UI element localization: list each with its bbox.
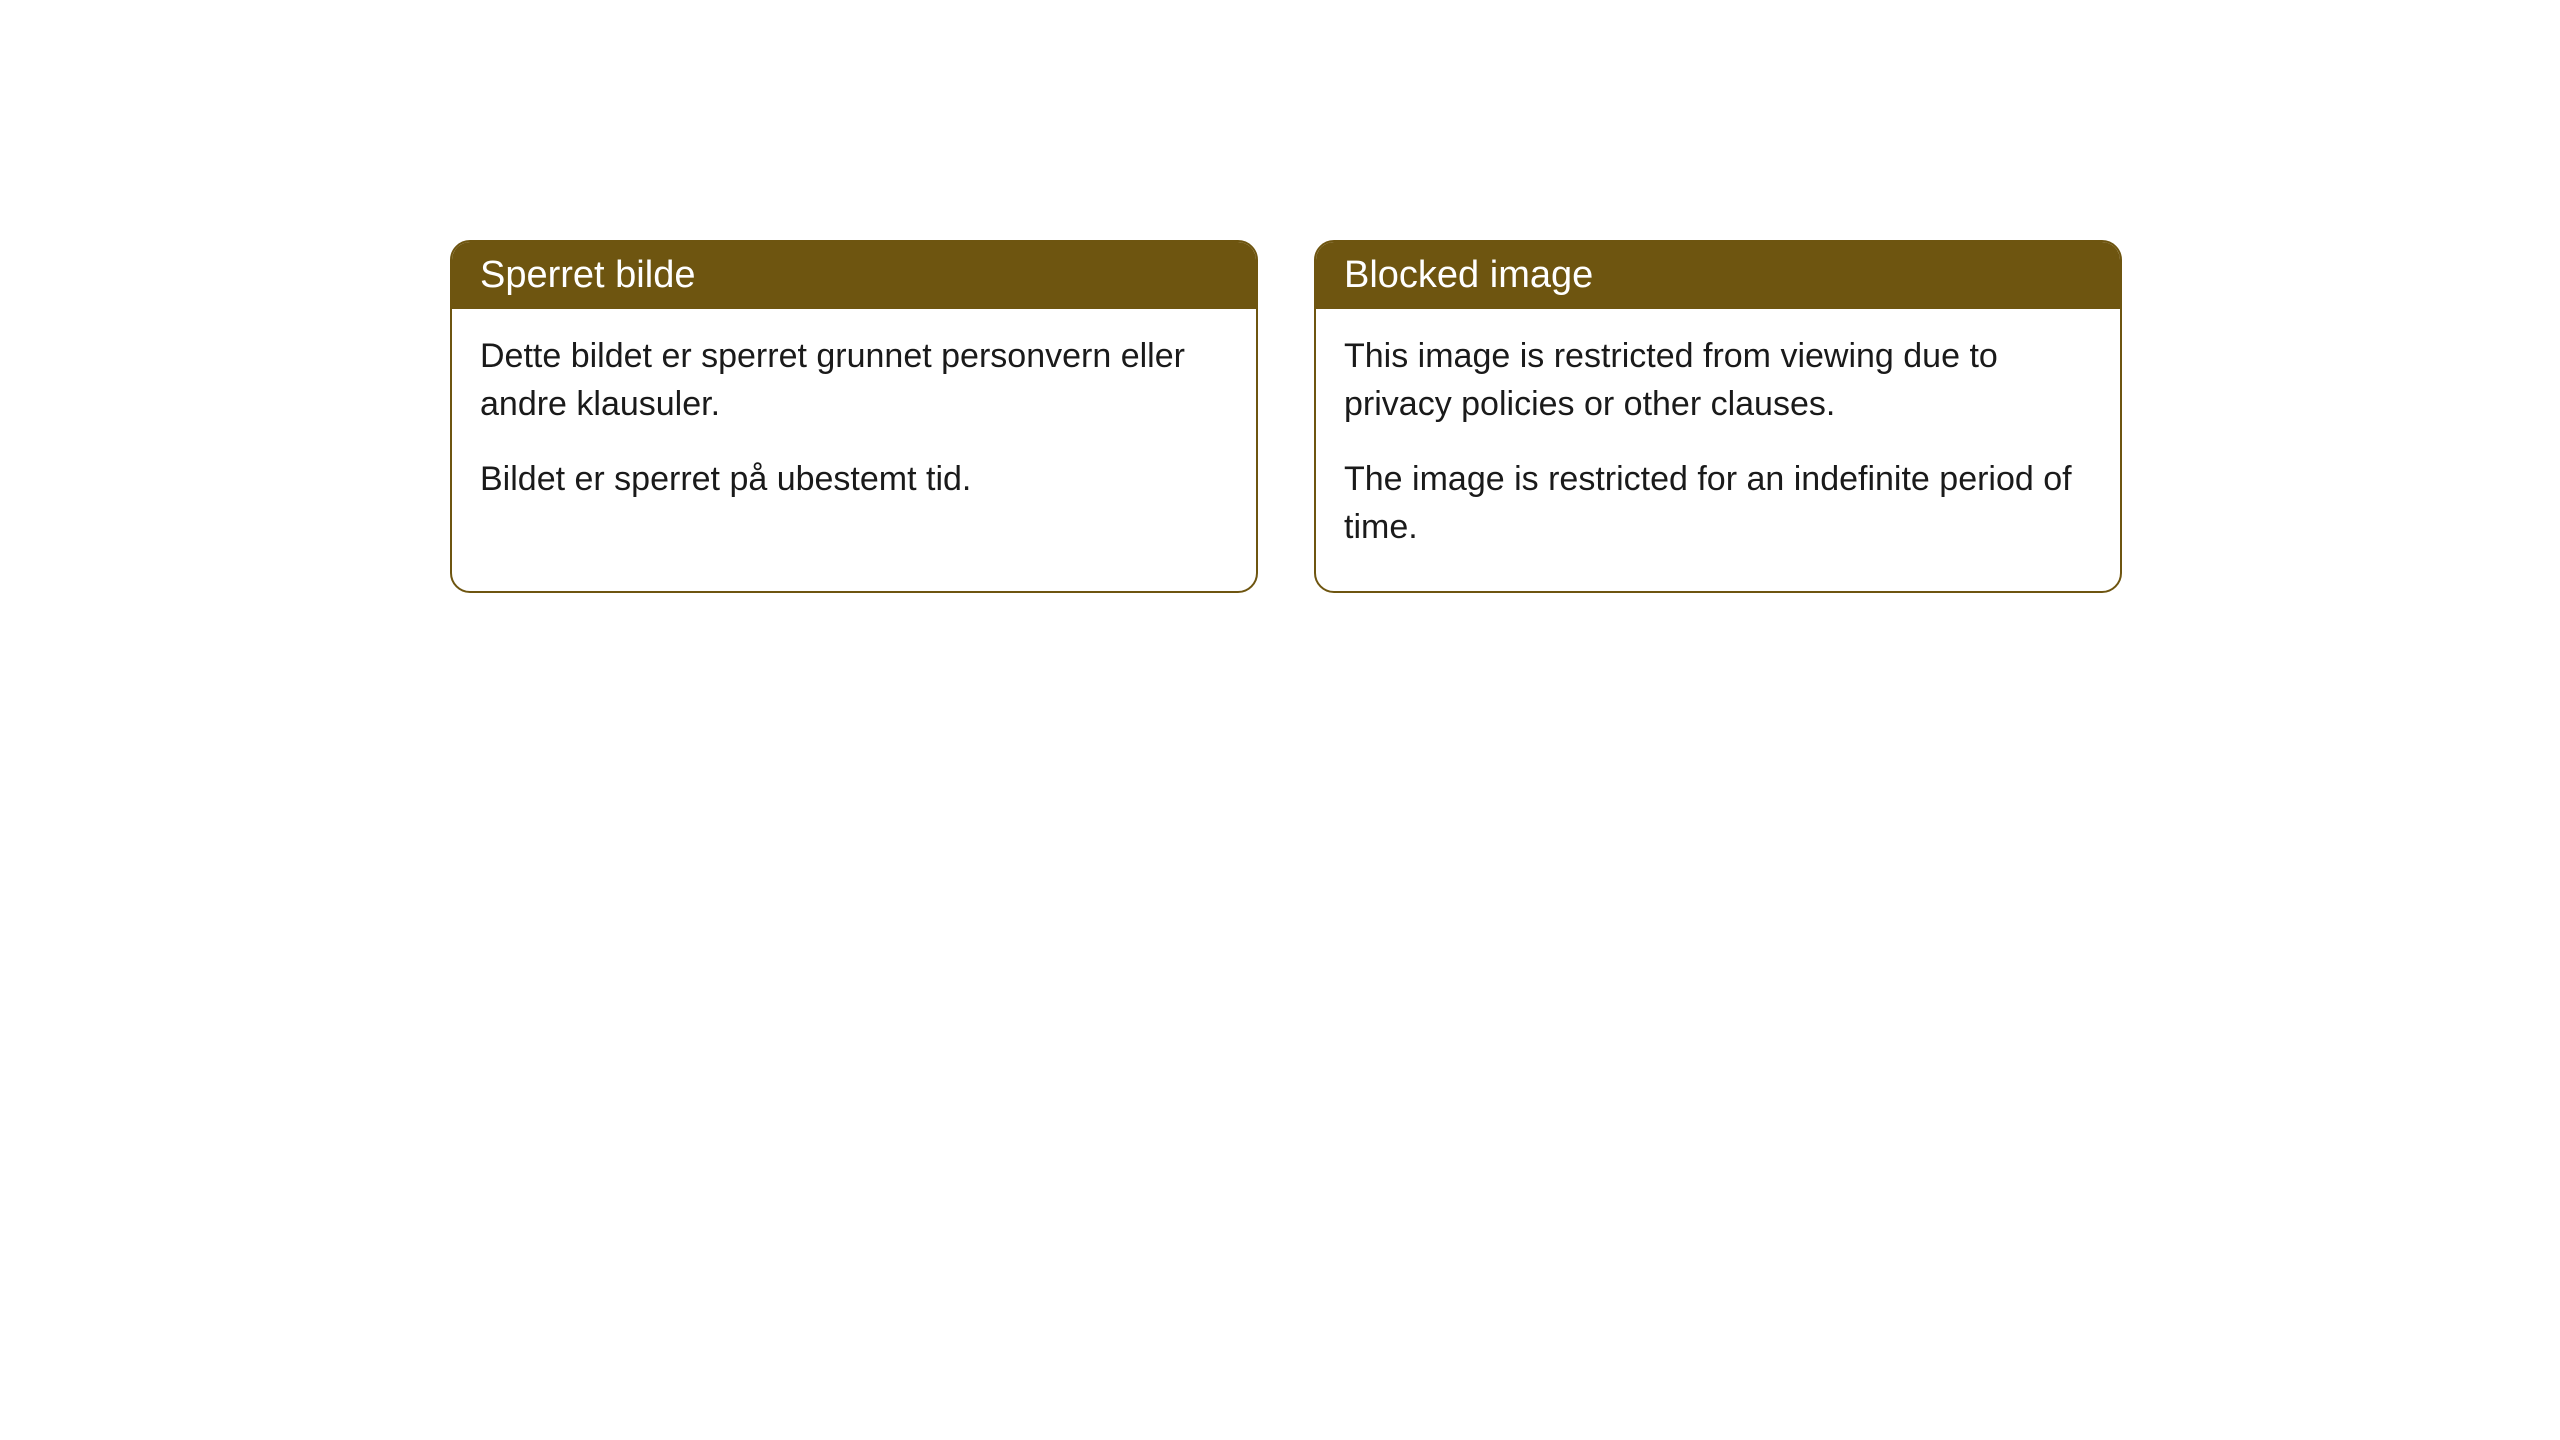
card-paragraph2-english: The image is restricted for an indefinit… [1344, 456, 2092, 551]
card-paragraph1-norwegian: Dette bildet er sperret grunnet personve… [480, 333, 1228, 428]
card-paragraph2-norwegian: Bildet er sperret på ubestemt tid. [480, 456, 1228, 504]
card-header-english: Blocked image [1316, 242, 2120, 309]
card-title-norwegian: Sperret bilde [480, 254, 695, 296]
blocked-image-card-norwegian: Sperret bilde Dette bildet er sperret gr… [450, 240, 1258, 593]
card-header-norwegian: Sperret bilde [452, 242, 1256, 309]
card-title-english: Blocked image [1344, 254, 1593, 296]
card-paragraph1-english: This image is restricted from viewing du… [1344, 333, 2092, 428]
notice-cards-container: Sperret bilde Dette bildet er sperret gr… [450, 240, 2560, 593]
blocked-image-card-english: Blocked image This image is restricted f… [1314, 240, 2122, 593]
card-body-norwegian: Dette bildet er sperret grunnet personve… [452, 309, 1256, 544]
card-body-english: This image is restricted from viewing du… [1316, 309, 2120, 591]
